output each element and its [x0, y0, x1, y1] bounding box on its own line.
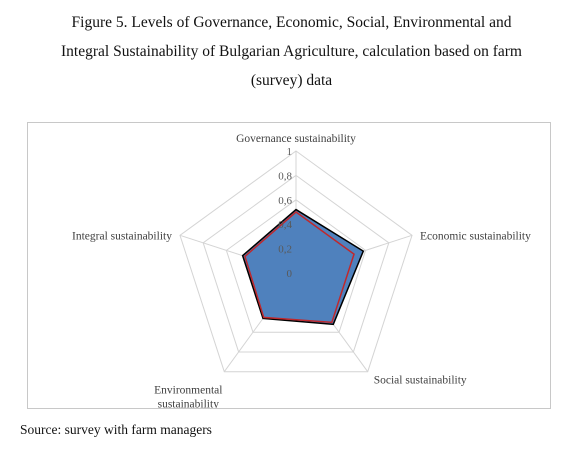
category-label: Environmental sustainability — [154, 385, 222, 408]
grid-ring — [225, 199, 367, 333]
grid-ring — [202, 174, 390, 353]
category-label: Integral sustainability — [72, 230, 172, 242]
category-label: Social sustainability — [374, 375, 467, 387]
tick-label: 0,6 — [278, 195, 292, 207]
tick-label: 0 — [287, 268, 293, 280]
figure-caption: Figure 5. Levels of Governance, Economic… — [0, 8, 583, 95]
source-note: Source: survey with farm managers — [20, 422, 212, 437]
tick-label: 0,2 — [278, 244, 292, 256]
chart-frame: 0 0,2 0,4 0,6 0,8 1 Governance sustainability E… — [27, 122, 551, 409]
tick-label: 0,8 — [278, 170, 292, 182]
tick-label: 0,4 — [278, 219, 292, 231]
tick-label: 1 — [287, 146, 293, 158]
category-label: Governance sustainability — [236, 133, 356, 145]
caption-line-2: Integral Sustainability of Bulgarian Agr… — [61, 43, 522, 60]
series-2-polygon — [244, 211, 355, 324]
grid-ring — [179, 150, 413, 373]
caption-line-3: (survey) data — [250, 72, 333, 89]
category-label: Economic sustainability — [420, 230, 531, 242]
caption-line-1: Figure 5. Levels of Governance, Economic… — [71, 14, 512, 31]
